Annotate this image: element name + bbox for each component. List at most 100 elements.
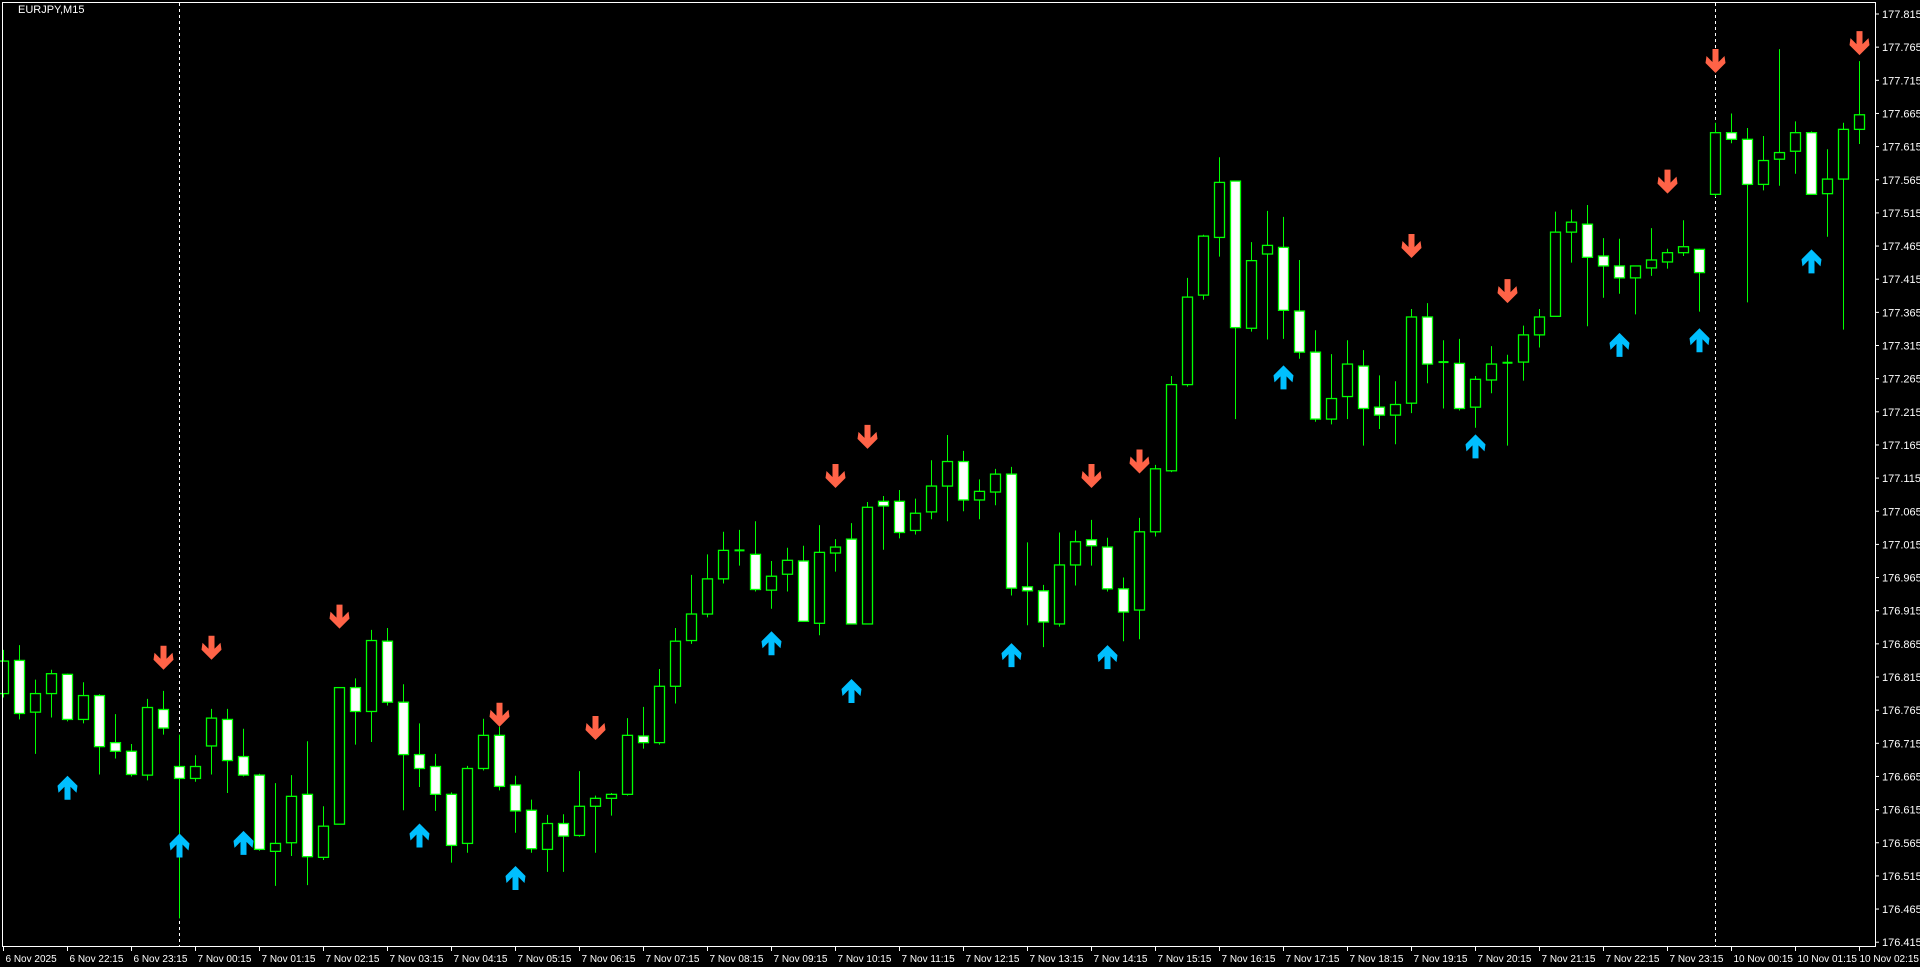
bull-candle-body xyxy=(605,793,618,799)
bear-candle-body xyxy=(445,793,458,847)
bear-candle-body xyxy=(1309,351,1322,420)
time-tick-label: 6 Nov 2025 xyxy=(6,954,58,965)
candle xyxy=(1438,340,1449,409)
bear-candle-body xyxy=(1613,265,1626,279)
candle xyxy=(877,496,890,550)
bull-candle-body xyxy=(1837,128,1850,180)
sell-arrow-down-icon xyxy=(857,424,878,449)
bear-candle-body xyxy=(749,553,762,591)
candle xyxy=(989,468,1002,506)
time-tick-label: 7 Nov 20:15 xyxy=(1478,954,1532,965)
bull-candle-body xyxy=(269,842,282,853)
bull-candle-body xyxy=(589,797,602,807)
bull-candle-body xyxy=(1181,296,1194,386)
candle xyxy=(1517,325,1530,381)
candle xyxy=(1261,210,1274,340)
candle xyxy=(1197,234,1210,300)
price-tick-label: 177.015 xyxy=(1882,539,1920,551)
bear-candle-body xyxy=(1597,255,1610,267)
bull-candle-body xyxy=(765,575,778,591)
time-tick-label: 7 Nov 01:15 xyxy=(262,954,316,965)
price-axis[interactable]: 177.815 177.765 177.715 177.665 177.615 177.5… xyxy=(1875,9,1920,949)
sell-arrow-down-icon xyxy=(1129,449,1150,474)
bull-candle-body xyxy=(1789,132,1802,152)
bear-candle-body xyxy=(1293,310,1306,353)
candle xyxy=(1645,228,1658,276)
candle xyxy=(429,753,442,811)
candle xyxy=(61,673,74,722)
price-tick-label: 176.915 xyxy=(1882,606,1920,618)
bull-candle-body xyxy=(701,578,714,615)
price-tick-label: 177.715 xyxy=(1882,75,1920,87)
price-tick-label: 176.615 xyxy=(1882,805,1920,817)
price-tick-label: 176.665 xyxy=(1882,771,1920,783)
buy-arrow-up-icon xyxy=(761,631,782,656)
bear-candle-body xyxy=(381,640,394,703)
candle xyxy=(333,686,346,825)
candle xyxy=(1053,532,1066,627)
candle xyxy=(317,806,330,860)
candle xyxy=(589,795,602,853)
candle xyxy=(1693,248,1706,312)
price-tick-label: 177.415 xyxy=(1882,274,1920,286)
bull-candle-body xyxy=(77,694,90,721)
sell-arrow-down-icon xyxy=(153,645,174,670)
candle xyxy=(1133,517,1146,640)
bull-candle-body xyxy=(1341,363,1354,398)
price-tick-label: 177.515 xyxy=(1882,208,1920,220)
time-tick-label: 7 Nov 21:15 xyxy=(1542,954,1596,965)
bear-candle-body xyxy=(61,673,74,721)
time-tick-label: 7 Nov 03:15 xyxy=(390,954,444,965)
candle xyxy=(781,547,794,592)
buy-arrow-up-icon xyxy=(1097,645,1118,670)
bear-candle-body xyxy=(509,784,522,812)
candle xyxy=(1677,220,1690,256)
buy-arrow-up-icon xyxy=(1609,332,1630,357)
candle xyxy=(1565,209,1578,263)
time-tick-label: 7 Nov 10:15 xyxy=(838,954,892,965)
bull-candle-body xyxy=(1821,178,1834,195)
candle xyxy=(1085,519,1098,566)
price-tick-label: 177.465 xyxy=(1882,241,1920,253)
bull-candle-body xyxy=(477,734,490,770)
buy-arrow-up-icon xyxy=(1001,643,1022,668)
price-tick-label: 177.665 xyxy=(1882,108,1920,120)
time-axis[interactable]: 6 Nov 2025 6 Nov 22:15 6 Nov 23:15 7 Nov 00… xyxy=(3,946,1920,965)
candle xyxy=(925,460,938,520)
bull-candle-body xyxy=(1677,246,1690,254)
candle xyxy=(1837,122,1850,330)
bear-candle-body xyxy=(1357,365,1370,410)
candle xyxy=(1597,238,1610,298)
price-tick-label: 177.115 xyxy=(1882,473,1920,485)
bear-candle-body xyxy=(1805,132,1818,195)
candle xyxy=(477,718,490,771)
candle xyxy=(669,627,682,704)
candle xyxy=(301,741,314,886)
price-tick-label: 176.965 xyxy=(1882,573,1920,585)
bear-candle-body xyxy=(957,460,970,501)
candle xyxy=(1629,265,1642,315)
bear-candle-body xyxy=(1101,546,1114,590)
candle xyxy=(1165,375,1178,473)
candle xyxy=(205,708,218,775)
bull-candle-body xyxy=(1853,114,1866,131)
price-tick-label: 177.315 xyxy=(1882,341,1920,353)
bull-candle-body xyxy=(365,639,378,713)
bull-candle-body xyxy=(829,546,842,554)
candle xyxy=(13,645,26,720)
candle xyxy=(1661,248,1674,269)
candle xyxy=(29,679,42,754)
bear-candle-body xyxy=(1117,588,1130,613)
candle xyxy=(557,814,570,872)
bull-candle-body xyxy=(1213,181,1226,239)
bull-candle-body xyxy=(941,460,954,487)
bear-candle-body xyxy=(1741,138,1754,186)
candle xyxy=(734,529,745,566)
candle xyxy=(749,521,762,592)
candle xyxy=(381,627,394,706)
bull-candle-body xyxy=(541,822,554,851)
bear-candle-body xyxy=(429,765,442,796)
sell-arrow-down-icon xyxy=(329,604,350,629)
bull-candle-body xyxy=(1069,541,1082,566)
